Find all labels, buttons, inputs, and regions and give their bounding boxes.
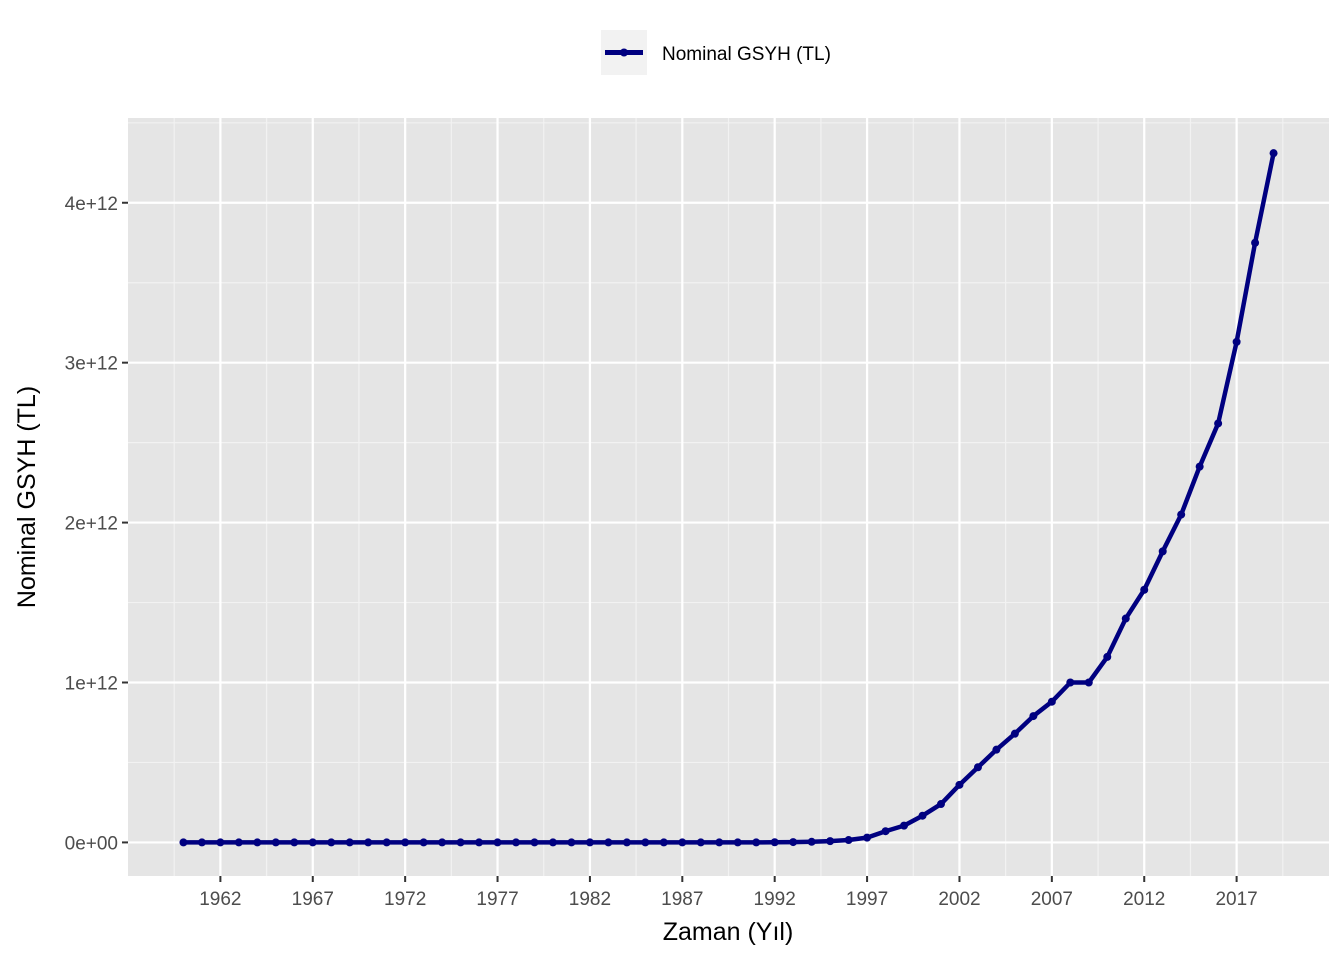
data-point — [530, 838, 539, 847]
data-point — [752, 838, 761, 847]
data-point — [401, 838, 410, 847]
x-tick-label: 2002 — [938, 889, 980, 910]
data-point — [678, 838, 687, 847]
data-point — [1121, 614, 1130, 623]
x-tick-label: 2017 — [1215, 889, 1257, 910]
data-point — [807, 837, 816, 846]
data-point — [327, 838, 336, 847]
data-point — [918, 811, 927, 820]
data-point — [1029, 712, 1038, 721]
data-point — [290, 838, 299, 847]
y-tick-label: 3e+12 — [65, 354, 118, 375]
data-point — [936, 800, 945, 809]
data-point — [271, 838, 280, 847]
data-point — [715, 838, 724, 847]
data-point — [881, 827, 890, 836]
y-axis-title: Nominal GSYH (TL) — [13, 386, 41, 608]
data-point — [1047, 697, 1056, 706]
y-tick-label: 0e+00 — [65, 833, 118, 854]
data-point — [1066, 678, 1075, 687]
data-point — [475, 838, 484, 847]
x-tick-label: 1987 — [661, 889, 703, 910]
x-tick-label: 1997 — [846, 889, 888, 910]
data-point — [1232, 337, 1241, 346]
x-tick-label: 1967 — [292, 889, 334, 910]
data-point — [567, 838, 576, 847]
x-axis-title: Zaman (Yıl) — [663, 918, 794, 946]
data-point — [253, 838, 262, 847]
data-point — [641, 838, 650, 847]
data-point — [216, 838, 225, 847]
data-point — [992, 745, 1001, 754]
data-point — [1084, 678, 1093, 687]
data-point — [844, 836, 853, 845]
data-point — [179, 838, 188, 847]
data-point — [604, 838, 613, 847]
data-point — [197, 838, 206, 847]
data-point — [659, 838, 668, 847]
x-tick-label: 1962 — [199, 889, 241, 910]
x-tick-label: 2012 — [1123, 889, 1165, 910]
data-point — [622, 838, 631, 847]
y-tick-label: 1e+12 — [65, 674, 118, 695]
data-point — [955, 780, 964, 789]
data-point — [1140, 585, 1149, 594]
data-point — [789, 838, 798, 847]
data-point — [1010, 729, 1019, 738]
legend-label: Nominal GSYH (TL) — [662, 44, 831, 65]
data-point — [456, 838, 465, 847]
x-tick-label: 1992 — [754, 889, 796, 910]
data-point — [973, 763, 982, 772]
data-point — [512, 838, 521, 847]
data-point — [1195, 462, 1204, 471]
data-point — [438, 838, 447, 847]
y-tick-label: 2e+12 — [65, 514, 118, 535]
data-point — [1214, 419, 1223, 428]
x-tick-label: 1977 — [476, 889, 518, 910]
series-layer — [179, 149, 1278, 847]
data-point — [234, 838, 243, 847]
data-point — [1103, 652, 1112, 661]
y-tick-label: 4e+12 — [65, 194, 118, 215]
x-tick-label: 1982 — [569, 889, 611, 910]
data-point — [1158, 547, 1167, 556]
data-point — [364, 838, 373, 847]
data-point — [585, 838, 594, 847]
legend-key-point — [620, 48, 628, 57]
data-point — [733, 838, 742, 847]
minor-gridlines — [128, 118, 1329, 876]
y-axis: 0e+00 1e+12 2e+12 3e+12 4e+12 — [65, 194, 128, 854]
x-axis: 1962 1967 1972 1977 1982 1987 1992 1997 2002 2007… — [199, 876, 1258, 910]
data-point — [900, 821, 909, 830]
x-tick-label: 2007 — [1031, 889, 1073, 910]
data-point — [419, 838, 428, 847]
legend: Nominal GSYH (TL) — [601, 30, 831, 75]
data-point — [1177, 510, 1186, 519]
data-point — [770, 838, 779, 847]
data-point — [1251, 238, 1260, 247]
data-point — [696, 838, 705, 847]
data-point — [548, 838, 557, 847]
data-point — [1269, 149, 1278, 158]
data-point — [863, 833, 872, 842]
data-point — [826, 837, 835, 846]
x-tick-label: 1972 — [384, 889, 426, 910]
data-point — [308, 838, 317, 847]
data-point — [493, 838, 502, 847]
data-point — [345, 838, 354, 847]
data-point — [382, 838, 391, 847]
